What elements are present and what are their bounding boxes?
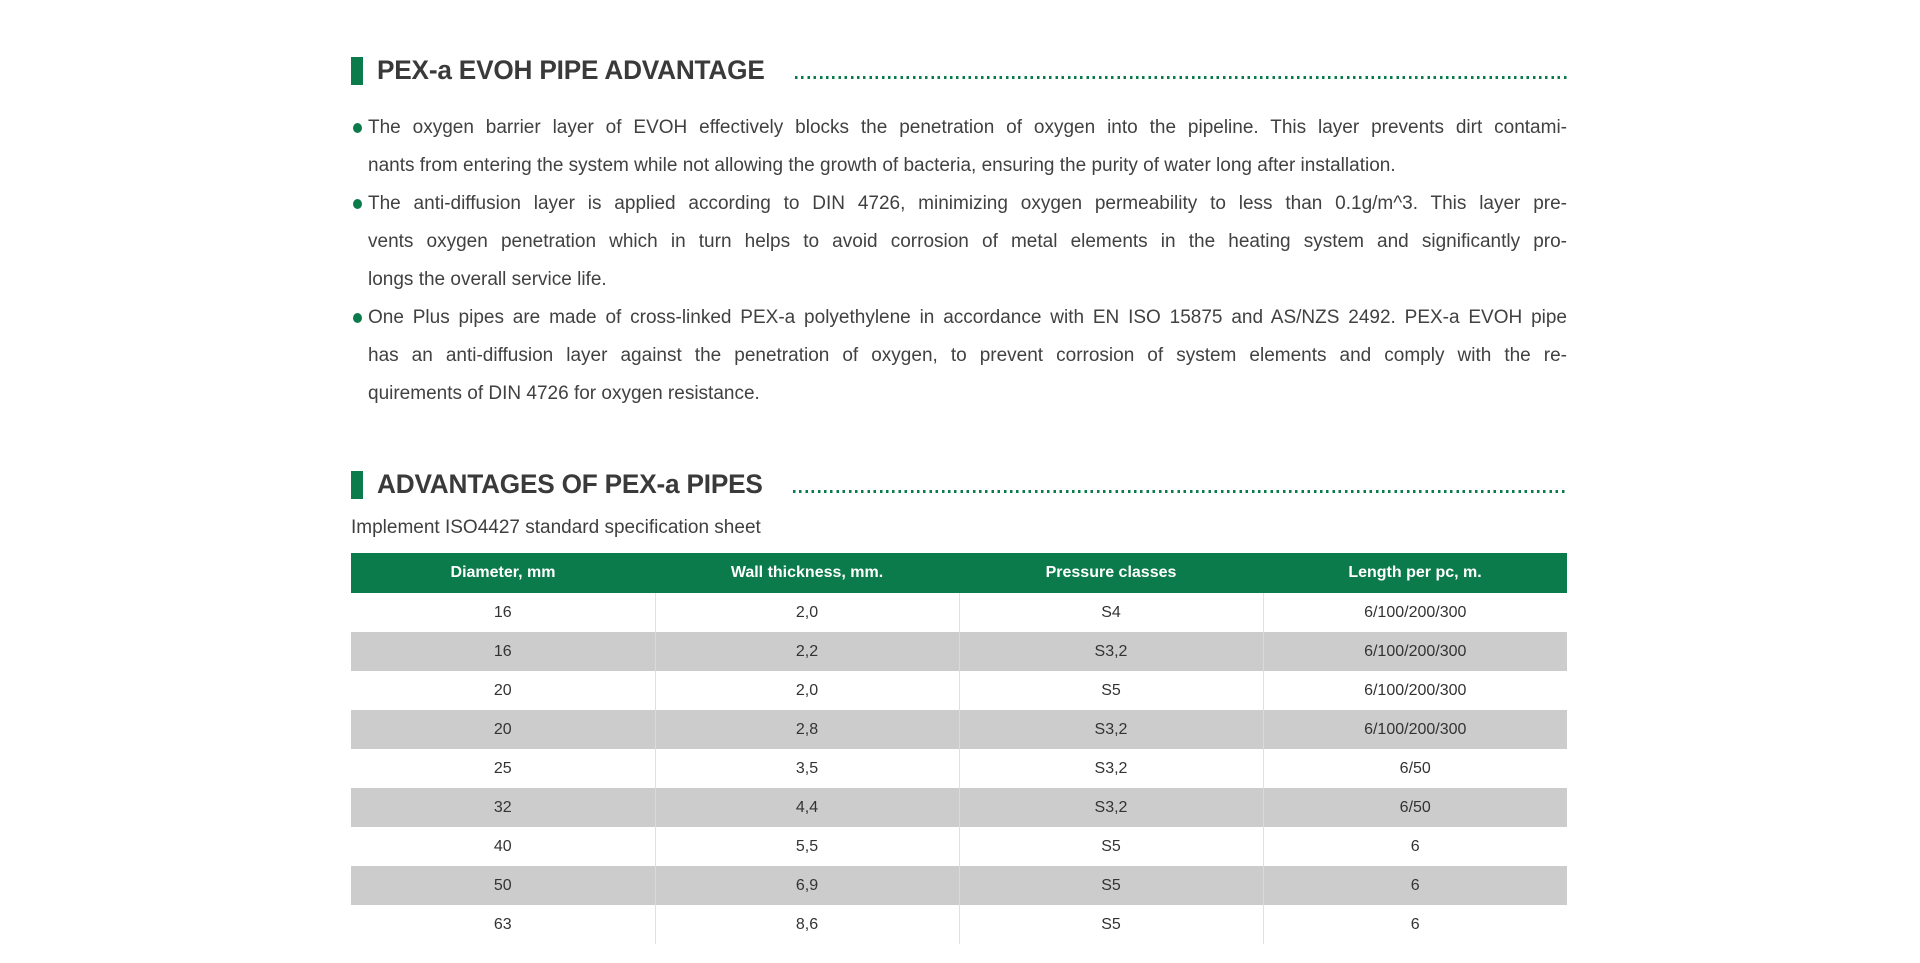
section-pexa-evoh-advantage: PEX-a EVOH PIPE ADVANTAGE The oxygen bar… [351,55,1567,413]
bullet-line: vents oxygen penetration which in turn h… [368,231,1567,252]
table-cell: S5 [958,905,1263,944]
table-row: 20 2,0 S5 6/100/200/300 [351,671,1567,710]
table-cell: 5,5 [654,827,959,866]
section-heading-row: ADVANTAGES OF PEX-a PIPES [351,469,1567,500]
table-cell: 2,8 [654,710,959,749]
section-heading-row: PEX-a EVOH PIPE ADVANTAGE [351,55,1567,86]
table-cell: 6 [1262,905,1567,944]
bullet-list: The oxygen barrier layer of EVOH effecti… [351,109,1567,413]
table-cell: 16 [351,593,655,632]
table-cell: S4 [958,593,1263,632]
table-row: 63 8,6 S5 6 [351,905,1567,944]
table-row: 50 6,9 S5 6 [351,866,1567,905]
table-cell: 6/100/200/300 [1262,710,1567,749]
bullet-line: One Plus pipes are made of cross-linked … [368,307,1567,328]
table-row: 16 2,2 S3,2 6/100/200/300 [351,632,1567,671]
bullet-item: The oxygen barrier layer of EVOH effecti… [351,109,1567,185]
dotted-rule [794,76,1567,79]
green-bar-marker [351,470,363,499]
table-cell: S3,2 [958,632,1263,671]
table-cell: 16 [351,632,655,671]
table-cell: 50 [351,866,655,905]
bullet-line: The oxygen barrier layer of EVOH effecti… [368,117,1567,138]
spec-table-body: 16 2,0 S4 6/100/200/300 16 2,2 S3,2 6/100/200/3… [351,593,1567,944]
table-cell: 6 [1262,866,1567,905]
bullet-item: One Plus pipes are made of cross-linked … [351,299,1567,413]
column-header: Length per pc, m. [1263,553,1567,593]
table-cell: 6/100/200/300 [1262,671,1567,710]
bullet-dot-icon [353,123,362,133]
table-cell: 63 [351,905,655,944]
table-cell: S3,2 [958,710,1263,749]
table-cell: 25 [351,749,655,788]
bullet-line: longs the overall service life. [368,269,607,290]
section-title: PEX-a EVOH PIPE ADVANTAGE [377,55,765,85]
green-bar-marker [351,56,363,85]
table-header-row: Diameter, mm Wall thickness, mm. Pressure … [351,553,1567,593]
table-cell: 6/50 [1262,749,1567,788]
dotted-rule [792,490,1567,493]
table-row: 32 4,4 S3,2 6/50 [351,788,1567,827]
table-row: 20 2,8 S3,2 6/100/200/300 [351,710,1567,749]
section-advantages-pexa-pipes: ADVANTAGES OF PEX-a PIPES Implement ISO4… [351,469,1567,944]
bullet-dot-icon [353,199,362,209]
table-cell: 40 [351,827,655,866]
column-header: Diameter, mm [351,553,655,593]
page-content: PEX-a EVOH PIPE ADVANTAGE The oxygen bar… [351,0,1567,944]
table-cell: 20 [351,671,655,710]
table-cell: 6/50 [1262,788,1567,827]
table-cell: 6/100/200/300 [1262,632,1567,671]
table-cell: 4,4 [654,788,959,827]
bullet-item: The anti-diffusion layer is applied acco… [351,185,1567,299]
spec-table: Diameter, mm Wall thickness, mm. Pressure … [351,553,1567,944]
table-cell: 32 [351,788,655,827]
table-cell: 6,9 [654,866,959,905]
bullet-line: quirements of DIN 4726 for oxygen resist… [368,383,760,404]
table-cell: S5 [958,866,1263,905]
bullet-dot-icon [353,313,362,323]
bullet-line: The anti-diffusion layer is applied acco… [368,193,1567,214]
table-cell: S5 [958,827,1263,866]
bullet-line: has an anti-diffusion layer against the … [368,345,1567,366]
table-cell: 2,0 [654,671,959,710]
spec-table-header: Diameter, mm Wall thickness, mm. Pressure … [351,553,1567,593]
table-caption: Implement ISO4427 standard specification… [351,517,761,538]
table-cell: S3,2 [958,788,1263,827]
table-cell: 6 [1262,827,1567,866]
table-cell: 8,6 [654,905,959,944]
table-cell: 2,0 [654,593,959,632]
bullet-line: nants from entering the system while not… [368,155,1396,176]
table-cell: 6/100/200/300 [1262,593,1567,632]
table-row: 40 5,5 S5 6 [351,827,1567,866]
table-cell: 20 [351,710,655,749]
section-title: ADVANTAGES OF PEX-a PIPES [377,469,763,499]
table-cell: 3,5 [654,749,959,788]
table-row: 25 3,5 S3,2 6/50 [351,749,1567,788]
column-header: Pressure classes [959,553,1263,593]
table-row: 16 2,0 S4 6/100/200/300 [351,593,1567,632]
table-cell: S5 [958,671,1263,710]
table-cell: 2,2 [654,632,959,671]
column-header: Wall thickness, mm. [655,553,959,593]
table-cell: S3,2 [958,749,1263,788]
